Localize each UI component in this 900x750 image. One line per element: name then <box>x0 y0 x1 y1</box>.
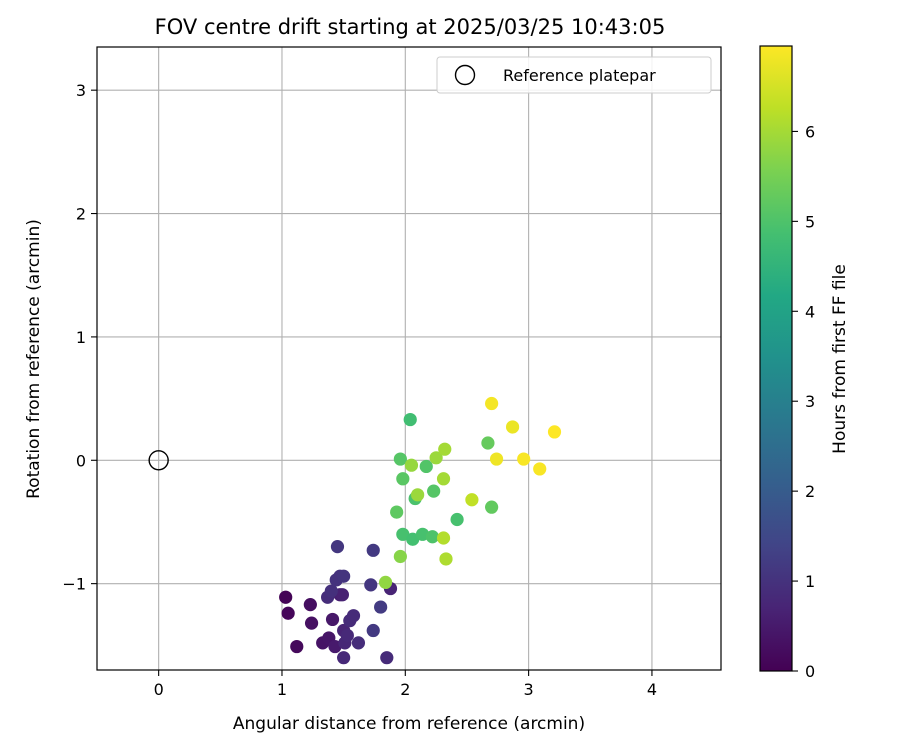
legend: Reference platepar <box>436 56 712 94</box>
data-point <box>517 452 531 466</box>
data-point <box>393 549 407 564</box>
colorbar-gradient <box>759 45 793 672</box>
data-point <box>485 396 499 411</box>
data-point <box>415 527 430 541</box>
data-point <box>406 532 420 546</box>
colorbar-ticks: 0 1 2 3 4 5 6 <box>792 122 815 681</box>
colorbar-tick-label: 3 <box>805 392 815 411</box>
data-point <box>436 472 451 486</box>
data-point <box>337 569 351 583</box>
data-point <box>419 459 433 474</box>
data-point <box>366 623 380 638</box>
data-point <box>427 484 441 498</box>
colorbar-tick-label: 2 <box>805 482 815 501</box>
y-axis-ticks: −1 0 1 2 3 <box>62 81 97 594</box>
colorbar-tick-label: 4 <box>805 302 815 321</box>
colorbar-tick-label: 5 <box>805 212 815 231</box>
data-point <box>396 527 410 541</box>
x-tick-label: 4 <box>647 680 657 699</box>
data-point <box>404 458 419 472</box>
data-point <box>374 600 388 614</box>
plot-frame <box>96 46 722 671</box>
data-point <box>380 651 394 665</box>
data-point <box>450 512 464 527</box>
x-axis-label: Angular distance from reference (arcmin) <box>233 714 585 734</box>
colorbar-tick-label: 6 <box>805 122 815 141</box>
colorbar: 0 1 2 3 4 5 6 Hours from first FF file <box>759 45 850 681</box>
data-point <box>290 639 304 654</box>
colorbar-tick-label: 0 <box>805 662 815 681</box>
data-point <box>390 505 404 519</box>
legend-marker <box>454 64 476 86</box>
plot-area: 0 1 2 3 4 −1 0 1 2 3 <box>62 46 722 699</box>
y-tick-label: 1 <box>76 328 86 347</box>
data-point <box>325 612 340 627</box>
data-point <box>411 488 425 502</box>
data-point <box>351 636 366 650</box>
data-point <box>340 628 354 643</box>
y-tick-label: 0 <box>76 451 86 470</box>
data-point <box>396 472 410 486</box>
data-point <box>439 552 453 566</box>
colorbar-tick-label: 1 <box>805 572 815 591</box>
x-tick-label: 1 <box>277 680 287 699</box>
data-point <box>366 543 380 557</box>
data-point <box>324 584 338 598</box>
data-point <box>378 575 393 590</box>
data-point <box>303 598 317 612</box>
colorbar-label: Hours from first FF file <box>830 264 850 454</box>
legend-box <box>436 56 712 94</box>
data-point <box>429 451 443 465</box>
data-point <box>465 493 479 507</box>
data-point <box>489 452 504 466</box>
y-tick-label: 2 <box>76 205 86 224</box>
data-point <box>337 651 351 665</box>
data-points <box>279 396 562 665</box>
y-tick-label: 3 <box>76 81 86 100</box>
data-point <box>425 530 440 544</box>
data-point <box>438 442 452 456</box>
x-axis-ticks: 0 1 2 3 4 <box>154 670 657 699</box>
data-point <box>403 412 417 427</box>
y-axis-label: Rotation from reference (arcmin) <box>24 219 44 499</box>
data-point <box>393 452 407 466</box>
data-point <box>335 588 350 602</box>
data-point <box>279 590 293 604</box>
data-point <box>436 531 451 545</box>
data-point <box>330 540 345 554</box>
plot-background <box>97 47 721 670</box>
data-point <box>481 436 495 450</box>
x-tick-label: 3 <box>524 680 534 699</box>
data-point <box>533 462 547 476</box>
data-point <box>346 609 361 623</box>
legend-label: Reference platepar <box>503 66 656 85</box>
data-point <box>505 420 520 434</box>
x-tick-label: 2 <box>400 680 410 699</box>
data-point <box>304 616 319 630</box>
chart-title: FOV centre drift starting at 2025/03/25 … <box>155 15 666 39</box>
x-tick-label: 0 <box>154 680 164 699</box>
data-point <box>547 425 562 439</box>
y-tick-label: −1 <box>62 575 86 594</box>
reference-marker <box>148 450 169 471</box>
data-point <box>485 500 499 514</box>
data-point <box>281 606 295 620</box>
data-point <box>364 578 378 592</box>
